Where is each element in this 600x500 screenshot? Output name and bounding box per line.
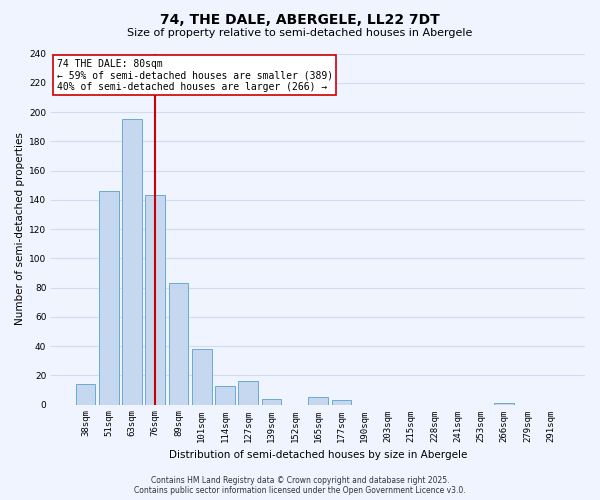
Text: 74, THE DALE, ABERGELE, LL22 7DT: 74, THE DALE, ABERGELE, LL22 7DT <box>160 12 440 26</box>
Bar <box>192 349 212 405</box>
Bar <box>494 403 514 404</box>
Bar <box>76 384 95 404</box>
Bar <box>332 400 352 404</box>
Bar <box>145 196 165 404</box>
Bar <box>99 191 119 404</box>
Bar <box>238 381 258 404</box>
X-axis label: Distribution of semi-detached houses by size in Abergele: Distribution of semi-detached houses by … <box>169 450 467 460</box>
Bar <box>169 283 188 405</box>
Y-axis label: Number of semi-detached properties: Number of semi-detached properties <box>15 132 25 326</box>
Bar <box>262 398 281 404</box>
Bar <box>122 120 142 405</box>
Text: Size of property relative to semi-detached houses in Abergele: Size of property relative to semi-detach… <box>127 28 473 38</box>
Bar <box>308 397 328 404</box>
Bar <box>215 386 235 404</box>
Text: 74 THE DALE: 80sqm
← 59% of semi-detached houses are smaller (389)
40% of semi-d: 74 THE DALE: 80sqm ← 59% of semi-detache… <box>56 59 333 92</box>
Text: Contains HM Land Registry data © Crown copyright and database right 2025.
Contai: Contains HM Land Registry data © Crown c… <box>134 476 466 495</box>
